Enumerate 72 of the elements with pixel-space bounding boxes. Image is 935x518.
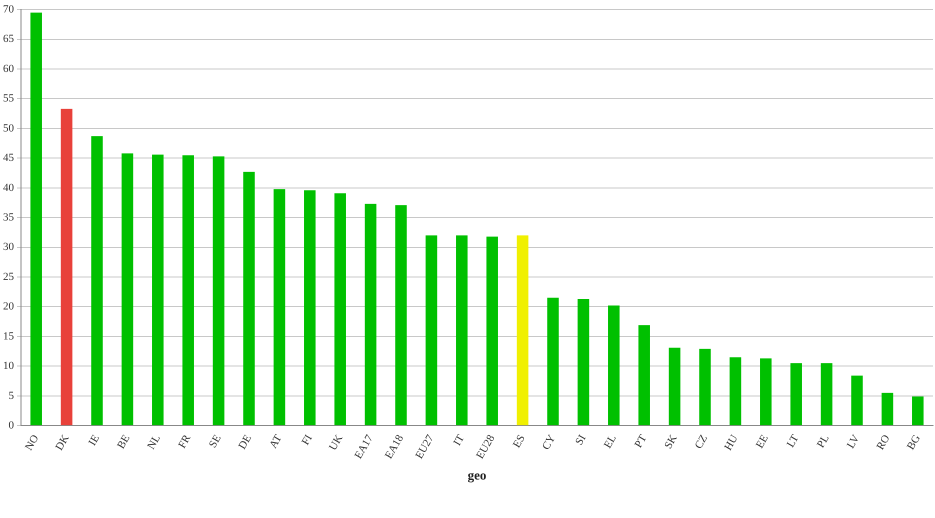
y-tick-label: 45 [3,152,14,164]
y-tick-label: 40 [3,182,14,194]
bar [395,205,407,426]
x-tick-label: DK [53,432,72,453]
x-tick-label: FI [300,432,316,448]
bar [882,392,894,426]
x-tick-label: SE [206,432,224,450]
x-tick-label: IT [451,432,468,448]
x-axis-title: geo [468,468,486,483]
x-tick-label: ES [510,432,528,450]
x-tick-label: LV [844,432,862,451]
x-tick-label: DE [236,432,254,452]
y-tick-label: 50 [3,122,14,134]
bar [426,235,438,426]
x-tick-label: FR [176,432,194,450]
y-tick-label: 20 [3,300,14,313]
bar [304,190,316,426]
y-tick-label: 65 [3,33,14,46]
bar [790,363,802,426]
bar [243,172,255,426]
x-tick-label: PT [632,432,650,450]
x-tick-label: LT [784,432,802,450]
bar [334,193,346,426]
y-tick-label: 15 [3,330,14,342]
y-tick-label: 30 [3,241,14,254]
bar [182,155,194,426]
x-tick-label: NO [22,432,42,453]
bar [820,363,832,426]
x-tick-label: BE [115,432,133,451]
bar [274,189,286,426]
y-tick-label: 5 [8,390,14,402]
x-tick-label: EL [602,432,620,450]
x-tick-label: HU [722,432,741,453]
x-tick-label: AT [267,432,285,450]
bar [547,298,559,426]
x-tick-label: UK [326,432,346,453]
x-tick-label: CY [540,432,558,452]
y-tick-label: 60 [3,62,14,75]
x-tick-label: SK [662,432,680,451]
bar [578,299,590,426]
x-tick-label: RO [874,432,893,452]
y-tick-label: 0 [8,419,14,432]
bar [91,136,103,426]
bar [60,108,72,426]
bar [212,156,224,426]
bar [516,235,528,426]
bar [668,348,680,426]
x-tick-label: CZ [692,432,710,451]
bar [152,154,164,426]
bar [912,396,924,426]
bar [364,204,376,426]
bar [638,325,650,426]
bar [730,357,742,426]
y-tick-label: 35 [3,211,14,224]
x-tick-label: PL [814,432,832,450]
x-tick-label: NL [145,432,164,452]
y-tick-label: 70 [3,3,14,16]
y-tick-label: 10 [3,360,14,372]
x-tick-label: IE [86,432,102,448]
x-tick-label: SI [573,432,589,448]
bar [760,358,772,426]
y-tick-label: 25 [3,270,14,283]
bar [122,153,134,426]
bar [699,348,711,426]
bar [486,236,498,426]
x-tick-label: EE [754,432,772,450]
bar [608,306,620,426]
bar [30,12,42,426]
bar [851,376,863,426]
x-tick-label: BG [904,432,923,452]
bar [456,235,468,426]
y-tick-label: 55 [3,92,14,105]
